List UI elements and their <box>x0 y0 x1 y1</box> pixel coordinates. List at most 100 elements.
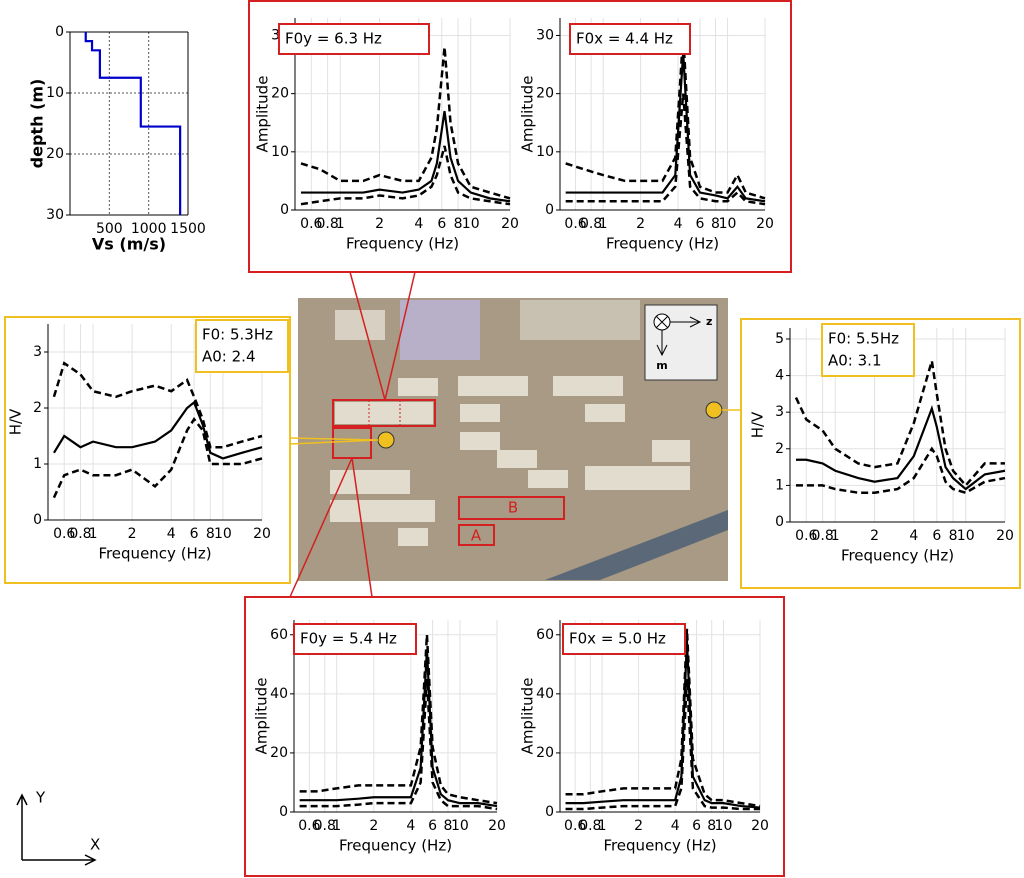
x-tick-label: 6 <box>932 528 941 544</box>
compass-label: m <box>656 359 667 372</box>
y-tick-label: 0 <box>33 512 42 528</box>
y-tick-label: 1 <box>775 477 784 493</box>
x-tick-label: 4 <box>674 216 683 232</box>
x-tick-label: 20 <box>996 528 1014 544</box>
y-axis-label: H/V <box>749 411 767 438</box>
annotation: F0x = 5.0 Hz <box>569 630 666 648</box>
y-tick-label: 20 <box>46 146 64 162</box>
x-axis-label: Frequency (Hz) <box>606 235 719 253</box>
x-tick-label: 2 <box>375 216 384 232</box>
x-axis-label: Frequency (Hz) <box>98 545 211 563</box>
x-tick-label: 2 <box>870 528 879 544</box>
x-tick-label: 1 <box>332 818 341 834</box>
x-tick-label: 2 <box>634 818 643 834</box>
y-axis-label: Amplitude <box>519 678 537 755</box>
x-tick-label: 6 <box>190 526 199 542</box>
x-tick-label: 6 <box>692 818 701 834</box>
y-tick-label: 30 <box>46 207 64 223</box>
x-tick-label: 6 <box>428 818 437 834</box>
x-tick-label: 20 <box>501 216 519 232</box>
map-label: A <box>471 527 482 545</box>
series-line <box>86 32 180 215</box>
y-tick-label: 30 <box>536 27 554 43</box>
x-tick-label: 6 <box>695 216 704 232</box>
annotation: A0: 3.1 <box>828 352 881 370</box>
y-axis-label: Amplitude <box>254 76 272 153</box>
y-tick-label: 20 <box>536 745 554 761</box>
x-tick-label: 1 <box>89 526 98 542</box>
series-line <box>566 641 760 808</box>
figure: B A z m Y X 500100015000102030Vs (m/s)de… <box>0 0 1024 878</box>
series-line <box>300 635 497 803</box>
series-line <box>566 679 760 809</box>
x-tick-label: 20 <box>751 818 769 834</box>
x-tick-label: 4 <box>167 526 176 542</box>
y-tick-label: 0 <box>545 804 554 820</box>
y-tick-label: 40 <box>536 686 554 702</box>
axis-icon-label: X <box>90 836 100 854</box>
series-line <box>796 449 1005 493</box>
x-tick-label: 10 <box>719 216 737 232</box>
y-tick-label: 0 <box>279 804 288 820</box>
x-tick-label: 1500 <box>170 221 206 237</box>
x-tick-label: 10 <box>451 818 469 834</box>
y-tick-label: 0 <box>545 202 554 218</box>
x-axis-label: Frequency (Hz) <box>603 837 716 855</box>
series-line <box>54 363 262 447</box>
y-axis-label: Amplitude <box>253 678 271 755</box>
series-line <box>301 111 510 201</box>
series-line <box>54 419 262 497</box>
x-tick-label: 1 <box>831 528 840 544</box>
x-tick-label: 1 <box>599 216 608 232</box>
annotation: F0y = 5.4 Hz <box>300 630 397 648</box>
y-tick-label: 10 <box>536 144 554 160</box>
series-line <box>566 629 760 806</box>
x-axis-label: Frequency (Hz) <box>346 235 459 253</box>
y-tick-label: 5 <box>775 331 784 347</box>
y-axis-label: H/V <box>7 408 25 435</box>
y-tick-label: 10 <box>46 85 64 101</box>
series-line <box>300 679 497 809</box>
x-tick-label: 1 <box>598 818 607 834</box>
compass-label: z <box>706 315 712 328</box>
y-tick-label: 1 <box>33 456 42 472</box>
x-tick-label: 4 <box>414 216 423 232</box>
x-tick-label: 20 <box>488 818 506 834</box>
x-tick-label: 20 <box>756 216 774 232</box>
series-line <box>301 47 510 198</box>
axes-icon: Y X <box>17 789 100 866</box>
y-tick-label: 0 <box>775 514 784 530</box>
x-axis-label: Frequency (Hz) <box>339 837 452 855</box>
x-tick-label: 6 <box>437 216 446 232</box>
y-tick-label: 60 <box>536 627 554 643</box>
x-tick-label: 2 <box>128 526 137 542</box>
axis-icon-label: Y <box>35 789 46 807</box>
x-axis-label: Frequency (Hz) <box>841 547 954 565</box>
x-tick-label: 10 <box>957 528 975 544</box>
x-tick-label: 4 <box>671 818 680 834</box>
y-tick-label: 10 <box>271 144 289 160</box>
y-tick-label: 20 <box>271 86 289 102</box>
y-tick-label: 3 <box>33 344 42 360</box>
x-axis-label: Vs (m/s) <box>92 235 166 254</box>
x-tick-label: 1 <box>336 216 345 232</box>
y-tick-label: 3 <box>775 404 784 420</box>
x-tick-label: 10 <box>715 818 733 834</box>
series-line <box>54 402 262 458</box>
annotation: A0: 2.4 <box>202 348 255 366</box>
x-tick-label: 2 <box>369 818 378 834</box>
map-label: B <box>508 499 518 517</box>
y-axis-label: Amplitude <box>519 76 537 153</box>
y-tick-label: 20 <box>536 86 554 102</box>
annotation: F0: 5.5Hz <box>828 330 899 348</box>
y-tick-label: 60 <box>270 627 288 643</box>
annotation: F0y = 6.3 Hz <box>285 30 382 48</box>
y-tick-label: 40 <box>270 686 288 702</box>
x-tick-label: 4 <box>909 528 918 544</box>
x-tick-label: 4 <box>406 818 415 834</box>
x-tick-label: 2 <box>636 216 645 232</box>
y-tick-label: 0 <box>55 24 64 40</box>
y-axis-label: depth (m) <box>28 79 47 169</box>
y-tick-label: 4 <box>775 368 784 384</box>
x-tick-label: 20 <box>253 526 271 542</box>
